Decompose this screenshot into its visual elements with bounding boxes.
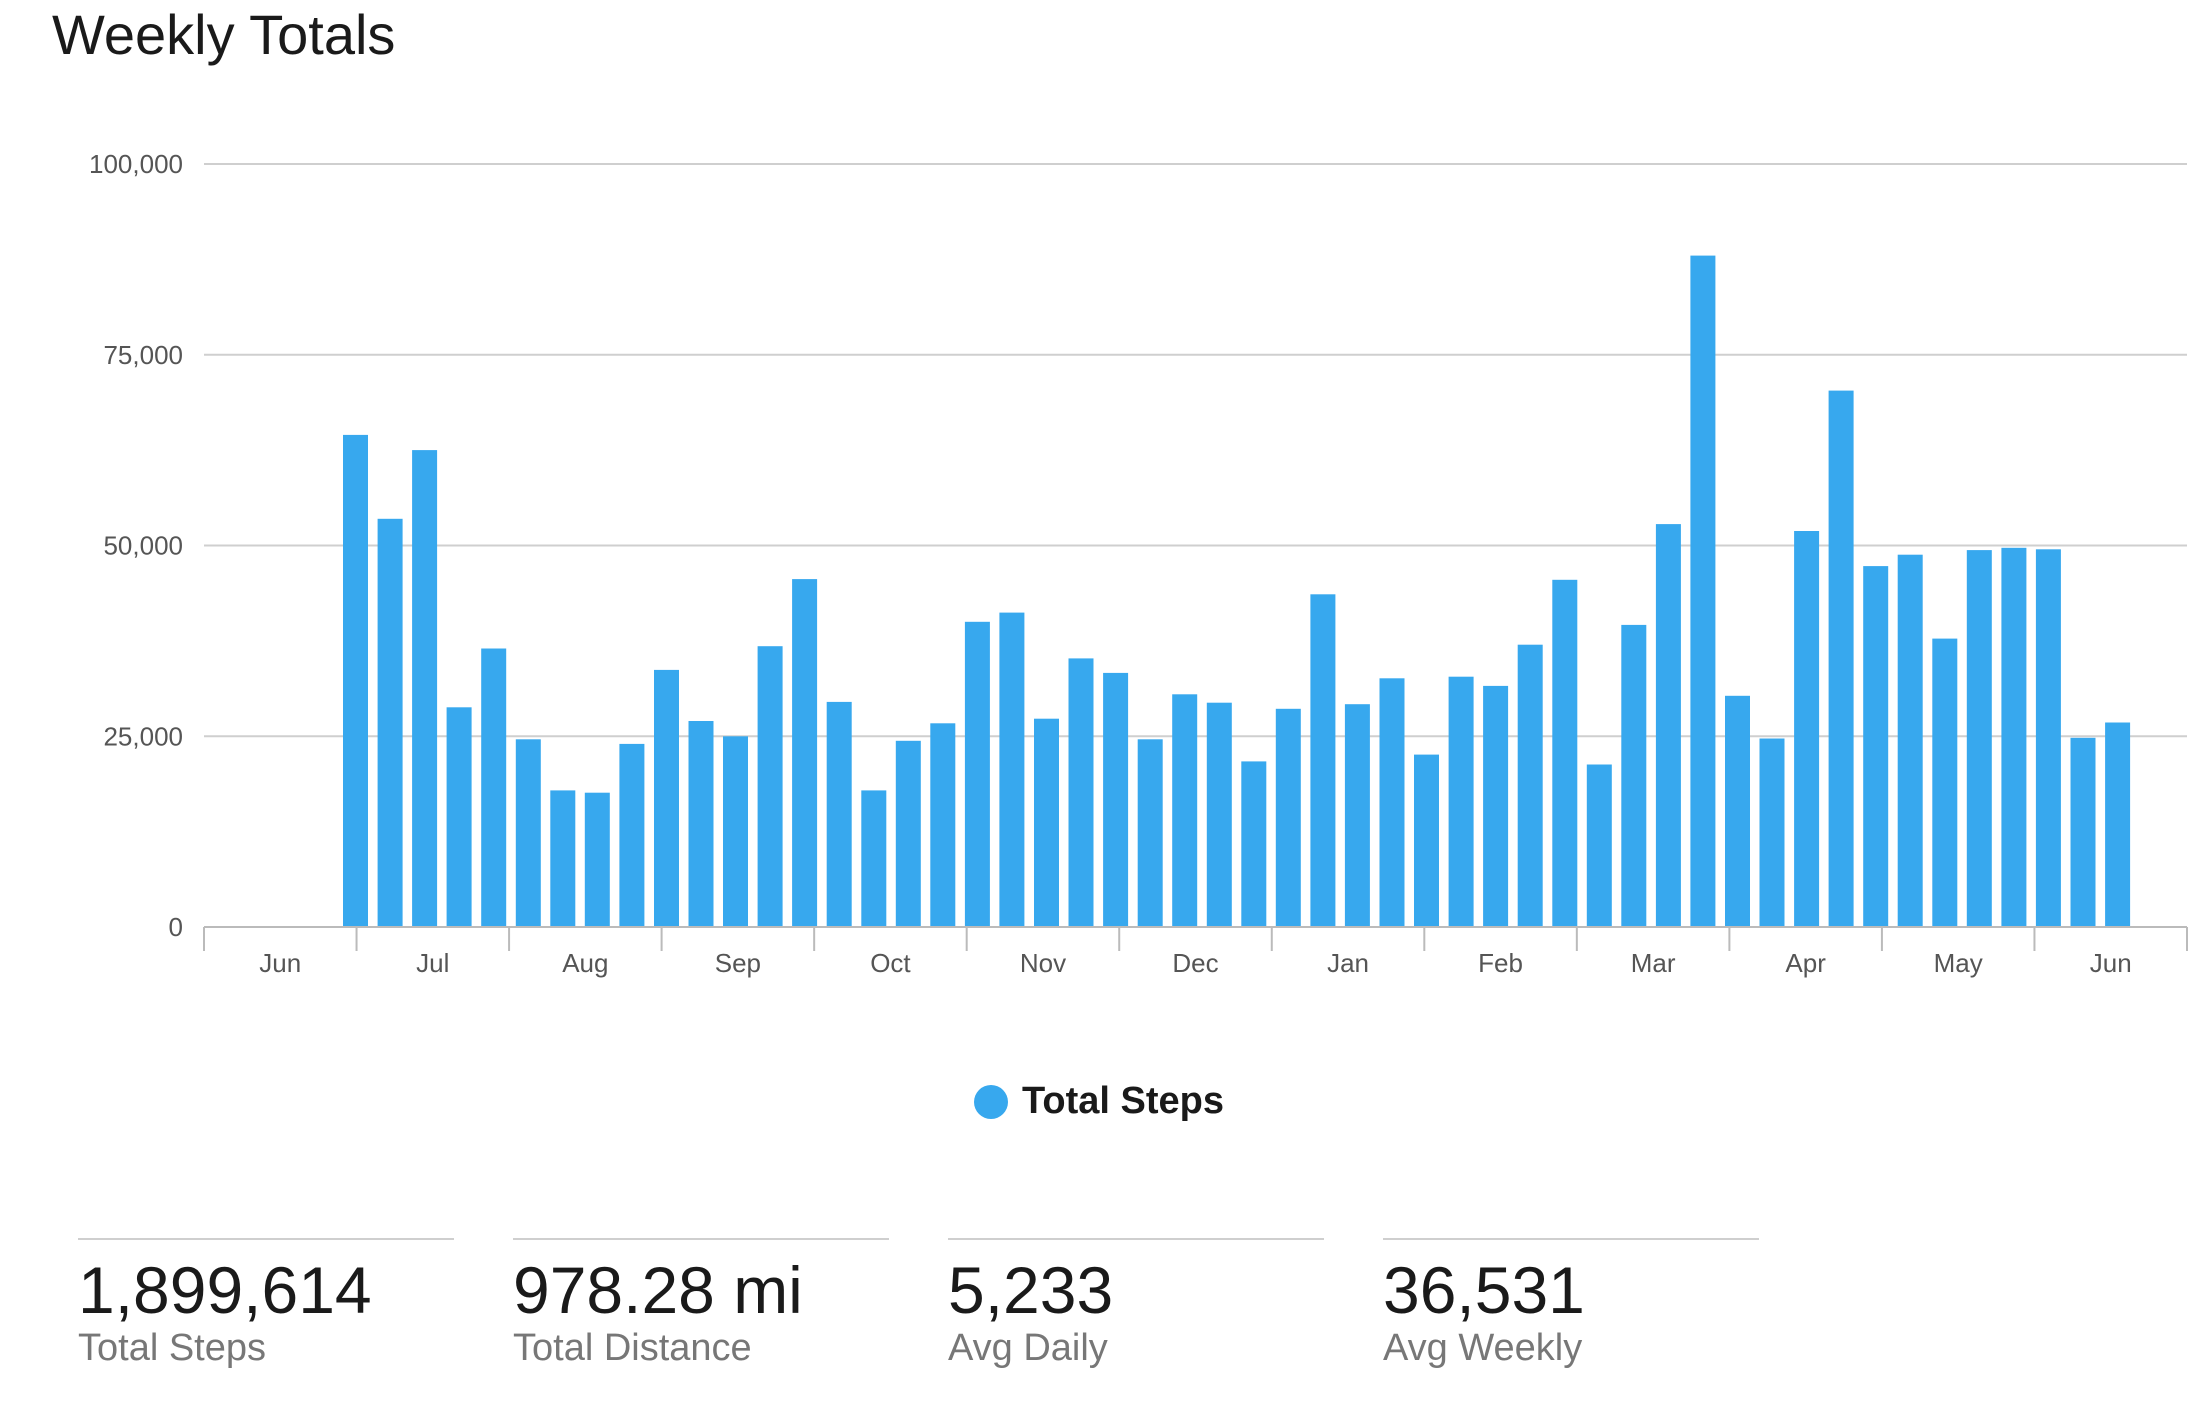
bar[interactable]	[964, 621, 990, 927]
stat-label: Total Steps	[78, 1327, 266, 1370]
bar[interactable]	[619, 743, 645, 927]
bars	[343, 255, 2131, 928]
bar[interactable]	[1725, 695, 1750, 927]
x-tick-label: Dec	[1172, 948, 1218, 978]
legend[interactable]: Total Steps	[0, 1080, 2198, 1123]
stat-value: 36,531	[1383, 1253, 1585, 1327]
stat-value: 978.28 mi	[513, 1253, 803, 1327]
x-tick-label: May	[1934, 948, 1983, 978]
y-tick-label: 25,000	[103, 721, 183, 751]
bar[interactable]	[1863, 566, 1889, 927]
x-tick-label: Feb	[1478, 948, 1523, 978]
bar[interactable]	[1828, 390, 1854, 928]
stat-avg-daily: 5,233 Avg Daily	[948, 1238, 1324, 1370]
bar[interactable]	[1344, 704, 1370, 927]
x-tick-label: Sep	[715, 948, 761, 978]
y-tick-label: 0	[169, 912, 183, 942]
bar[interactable]	[515, 739, 541, 927]
bar[interactable]	[654, 669, 679, 927]
stat-avg-weekly: 36,531 Avg Weekly	[1383, 1238, 1759, 1370]
bar[interactable]	[1310, 594, 1336, 927]
bar[interactable]	[1448, 676, 1474, 927]
bar[interactable]	[584, 792, 610, 927]
bar[interactable]	[999, 612, 1025, 927]
y-axis-tick-labels: 0 25,000 50,000 75,000 100,000	[89, 149, 183, 942]
bar[interactable]	[2105, 722, 2131, 928]
bar[interactable]	[792, 579, 818, 927]
x-tick-label: Jun	[2090, 948, 2132, 978]
bar[interactable]	[1483, 685, 1509, 927]
y-tick-label: 100,000	[89, 149, 183, 179]
bar[interactable]	[757, 646, 783, 927]
stat-total-steps: 1,899,614 Total Steps	[78, 1238, 454, 1370]
bar[interactable]	[412, 450, 438, 927]
stat-label: Total Distance	[513, 1327, 752, 1370]
legend-label: Total Steps	[1022, 1080, 1224, 1122]
bar[interactable]	[1206, 702, 1232, 927]
bar[interactable]	[446, 707, 472, 927]
x-axis-month-labels: Jun Jul Aug Sep Oct Nov Dec Jan Feb Mar Apr May Jun	[259, 948, 2131, 978]
y-tick-label: 75,000	[103, 340, 183, 370]
grid-lines	[204, 163, 2187, 738]
bar[interactable]	[1794, 531, 1820, 927]
x-tick-label: Jul	[416, 948, 449, 978]
weekly-steps-bar-chart: 0 25,000 50,000 75,000 100,000 Jun Jul Aug Sep O…	[89, 149, 2188, 978]
bar[interactable]	[895, 740, 921, 927]
bar[interactable]	[1759, 738, 1785, 928]
bar[interactable]	[1655, 524, 1681, 927]
bar[interactable]	[1103, 672, 1129, 927]
bar[interactable]	[343, 434, 368, 927]
bar[interactable]	[1932, 638, 1958, 927]
stat-value: 5,233	[948, 1253, 1114, 1327]
bar[interactable]	[1034, 718, 1059, 927]
x-tick-label: Oct	[870, 948, 911, 978]
bar[interactable]	[1690, 255, 1716, 928]
bar[interactable]	[1552, 579, 1578, 927]
bar[interactable]	[2035, 549, 2061, 927]
bar[interactable]	[1137, 739, 1163, 927]
bar[interactable]	[2001, 547, 2027, 927]
bar[interactable]	[550, 790, 576, 927]
bar[interactable]	[1517, 644, 1543, 927]
bar[interactable]	[930, 723, 956, 927]
stat-total-distance: 978.28 mi Total Distance	[513, 1238, 889, 1370]
bar[interactable]	[1966, 550, 1992, 927]
y-tick-label: 50,000	[103, 531, 183, 561]
bar[interactable]	[1897, 554, 1923, 927]
legend-dot-icon	[974, 1084, 1008, 1119]
bar[interactable]	[688, 721, 714, 927]
bar[interactable]	[1379, 678, 1405, 927]
chart-title: Weekly Totals	[52, 3, 396, 66]
bar[interactable]	[2070, 737, 2096, 927]
bar[interactable]	[377, 518, 403, 927]
x-tick-label: Jan	[1327, 948, 1369, 978]
x-tick-label: Jun	[259, 948, 301, 978]
x-tick-label: Mar	[1631, 948, 1676, 978]
x-tick-label: Apr	[1785, 948, 1826, 978]
bar[interactable]	[723, 736, 748, 928]
stat-value: 1,899,614	[78, 1253, 372, 1327]
x-tick-label: Nov	[1020, 948, 1066, 978]
bar[interactable]	[1414, 754, 1439, 927]
bar[interactable]	[481, 648, 507, 928]
bar[interactable]	[1172, 694, 1198, 927]
bar[interactable]	[1275, 708, 1301, 927]
bar[interactable]	[1068, 658, 1094, 927]
stat-label: Avg Weekly	[1383, 1327, 1583, 1370]
x-tick-label: Aug	[562, 948, 608, 978]
bar[interactable]	[1621, 624, 1647, 927]
bar[interactable]	[1586, 764, 1612, 928]
x-axis	[203, 926, 2188, 951]
bar[interactable]	[861, 790, 887, 927]
bar[interactable]	[826, 701, 852, 927]
bar[interactable]	[1241, 761, 1267, 927]
stat-label: Avg Daily	[948, 1327, 1108, 1370]
